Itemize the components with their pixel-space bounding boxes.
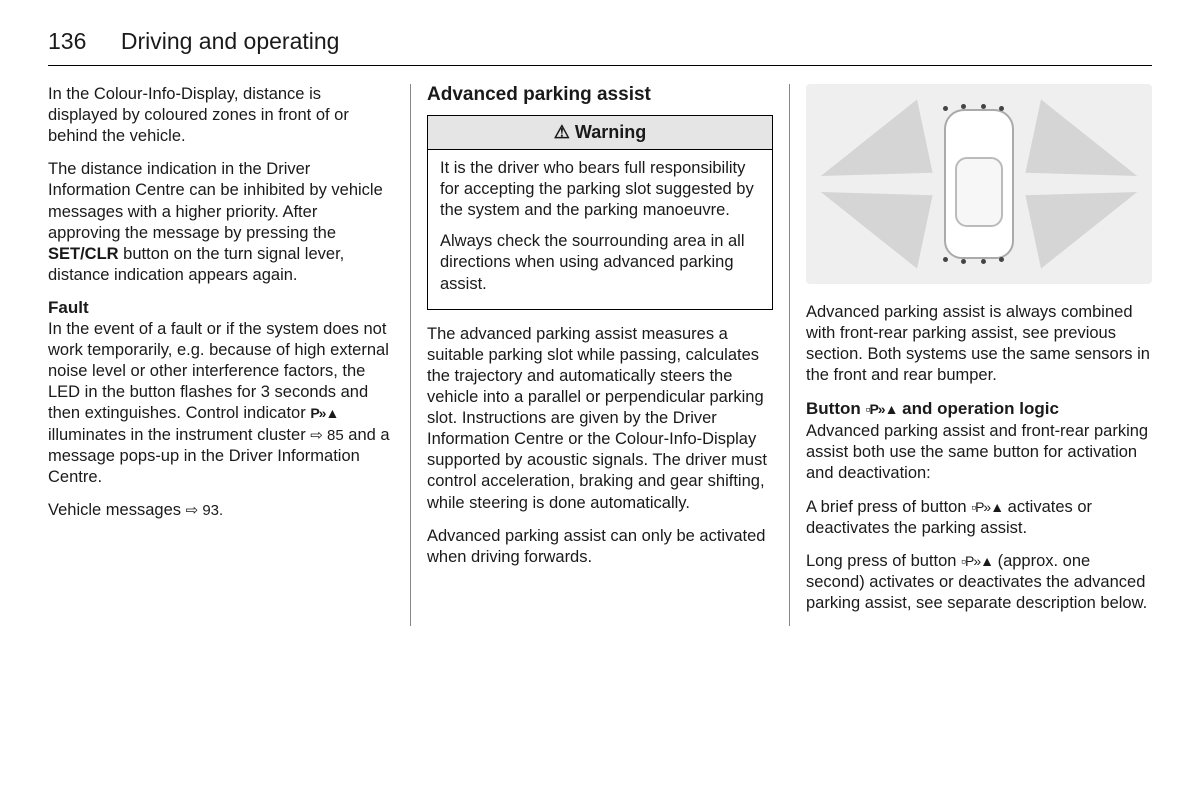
sensor-cone-icon	[1025, 172, 1148, 268]
sensor-dot-icon	[961, 259, 966, 264]
sensor-dot-icon	[999, 257, 1004, 262]
para: The distance indication in the Driver In…	[48, 159, 394, 286]
parking-button-icon: ▫P»▲	[865, 401, 897, 417]
page-columns: In the Colour-Info-Display, distance is …	[48, 84, 1152, 626]
para: Vehicle messages ⇨ 93.	[48, 500, 394, 521]
sensor-dot-icon	[981, 104, 986, 109]
page-title: Driving and operating	[121, 28, 340, 55]
parking-button-icon: ▫P»▲	[961, 553, 993, 569]
text: Long press of button	[806, 552, 961, 570]
sensor-cone-icon	[809, 172, 932, 268]
fault-heading: Fault	[48, 298, 394, 318]
car-roof-icon	[955, 157, 1003, 227]
para: A brief press of button ▫P»▲ activates o…	[806, 497, 1152, 539]
sensor-dot-icon	[943, 257, 948, 262]
advanced-parking-heading: Advanced parking assist	[427, 84, 773, 106]
sensor-dot-icon	[943, 106, 948, 111]
para: In the event of a fault or if the system…	[48, 319, 394, 488]
warning-title: ⚠ Warning	[428, 116, 772, 150]
parking-sensors-figure	[806, 84, 1152, 284]
column-2: Advanced parking assist ⚠ Warning It is …	[411, 84, 790, 626]
header-rule	[48, 65, 1152, 66]
cross-ref-93: ⇨ 93.	[186, 502, 224, 519]
button-logic-heading: Button ▫P»▲ and operation logic	[806, 398, 1152, 420]
para: Advanced parking assist can only be acti…	[427, 526, 773, 568]
parking-button-icon: ▫P»▲	[971, 499, 1003, 515]
set-clr-label: SET/CLR	[48, 245, 119, 263]
car-top-view-icon	[944, 109, 1014, 259]
text: The distance indication in the Driver In…	[48, 160, 383, 241]
column-3: Advanced parking assist is always combin…	[790, 84, 1152, 626]
page-header: 136 Driving and operating	[48, 28, 1152, 55]
parking-indicator-icon: P»▲	[310, 405, 338, 421]
para: Advanced parking assist is always combin…	[806, 302, 1152, 386]
para: Always check the sourrounding area in al…	[440, 231, 760, 294]
text: Button	[806, 399, 865, 418]
page-number: 136	[48, 28, 86, 55]
warning-body: It is the driver who bears full responsi…	[428, 150, 772, 309]
text: illuminates in the instrument cluster	[48, 426, 310, 444]
para: In the Colour-Info-Display, distance is …	[48, 84, 394, 147]
para: It is the driver who bears full responsi…	[440, 158, 760, 221]
sensor-dot-icon	[981, 259, 986, 264]
column-1: In the Colour-Info-Display, distance is …	[48, 84, 411, 626]
sensor-dot-icon	[961, 104, 966, 109]
warning-box: ⚠ Warning It is the driver who bears ful…	[427, 115, 773, 310]
para: The advanced parking assist measures a s…	[427, 324, 773, 514]
sensor-dot-icon	[999, 106, 1004, 111]
text: Vehicle messages	[48, 501, 186, 519]
text: and operation logic	[897, 399, 1059, 418]
text: A brief press of button	[806, 498, 971, 516]
para: Advanced parking assist and front-rear p…	[806, 421, 1152, 484]
para: Long press of button ▫P»▲ (approx. one s…	[806, 551, 1152, 614]
cross-ref-85: ⇨ 85	[310, 427, 343, 444]
